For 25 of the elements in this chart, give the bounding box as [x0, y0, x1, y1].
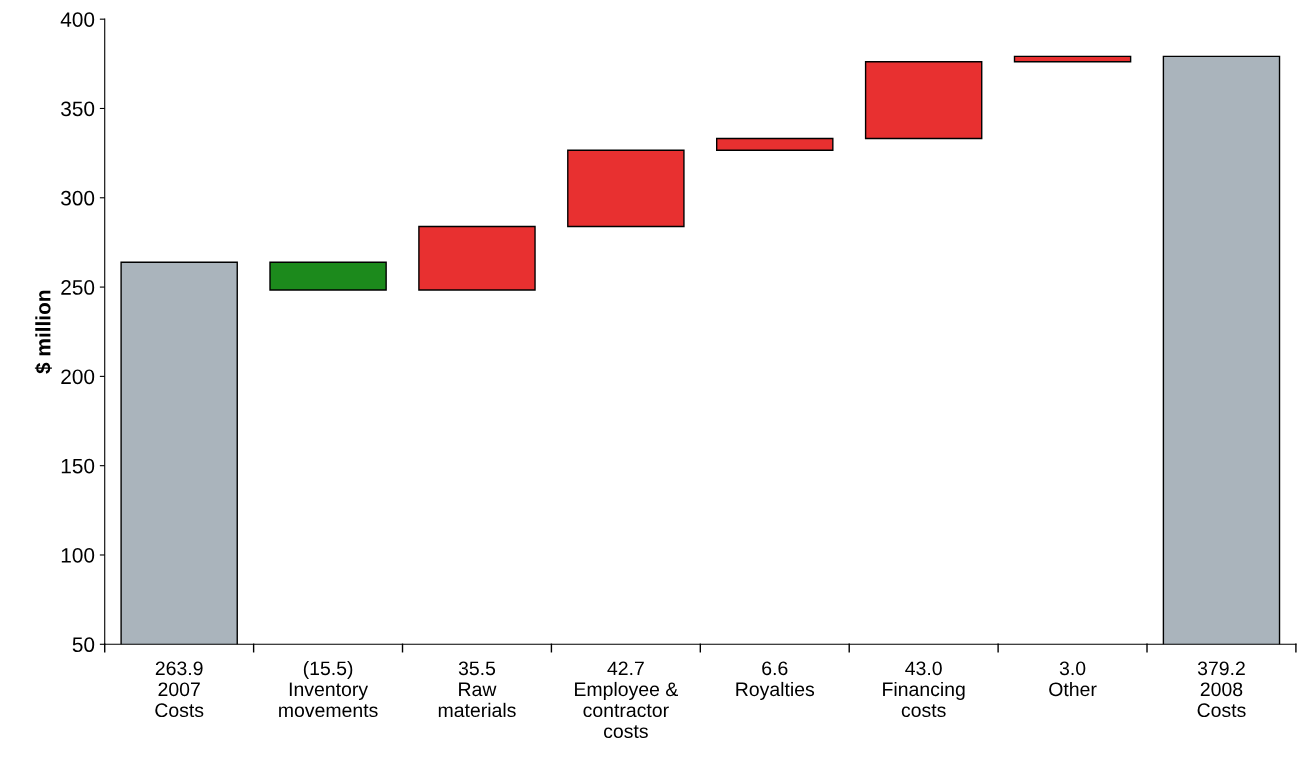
data-label: 43.0 [905, 661, 942, 676]
data-label: 6.6 [762, 661, 788, 676]
y-tick-label: 350 [61, 101, 95, 117]
y-tick-label: 200 [61, 369, 95, 385]
x-tick-label: Employee & contractor costs [575, 681, 678, 739]
x-tick-label: 2008 Costs [1197, 682, 1246, 718]
data-label: 263.9 [155, 661, 203, 676]
y-tick-label: 400 [60, 12, 95, 27]
x-tick-label: Royalties [736, 681, 815, 701]
x-tick-label: Raw materials [438, 682, 516, 718]
y-tick-label: 300 [61, 190, 95, 206]
y-tick-label: 150 [61, 458, 95, 474]
data-label: 379.2 [1197, 661, 1245, 676]
y-tick-label: 50 [72, 637, 95, 653]
data-label: 3.0 [1059, 661, 1086, 676]
data-label: 35.5 [458, 661, 496, 676]
data-label: 42.7 [607, 661, 644, 676]
y-axis-title: $ million [34, 290, 52, 374]
x-tick-label: 2007 Costs [155, 682, 204, 718]
y-tick-label: 250 [61, 280, 95, 295]
y-tick-label: 100 [61, 547, 95, 563]
x-tick-label: Other [1049, 681, 1097, 697]
x-tick-label: Inventory movements [279, 682, 378, 718]
x-tick-label: Financing costs [883, 681, 965, 718]
data-label: (15.5) [303, 660, 353, 680]
